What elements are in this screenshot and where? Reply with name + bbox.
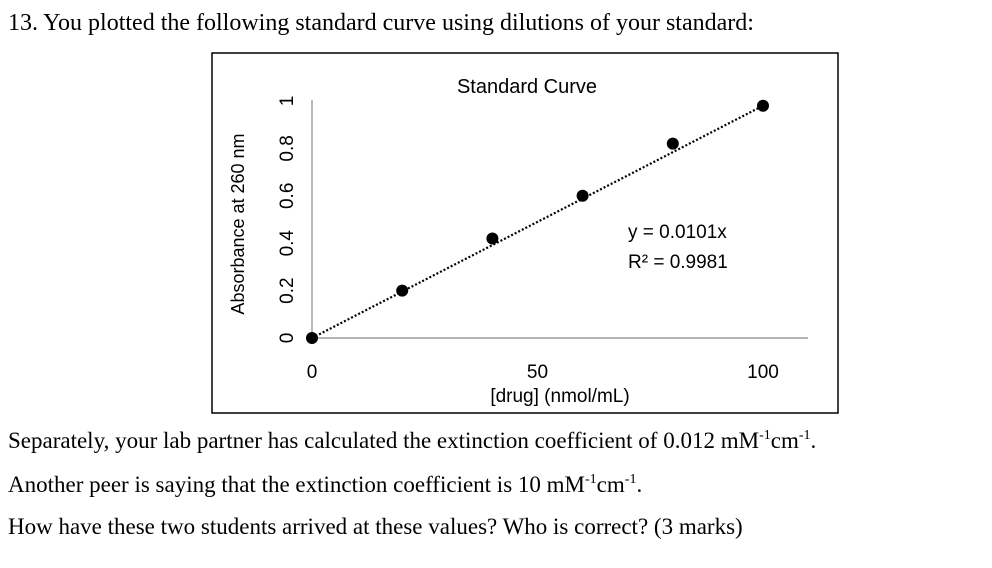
x-tick-labels: 0 50 100 [307,362,779,383]
data-point [757,99,769,112]
data-point [486,232,499,245]
data-point [666,137,679,150]
y-tick-label: 0.2 [277,277,298,303]
question-heading: 13. You plotted the following standard c… [8,10,754,36]
data-point [576,189,589,202]
data-points [306,99,769,344]
data-point [306,332,318,344]
y-tick-labels: 0 0.2 0.4 0.6 0.8 1 [277,96,298,344]
y-tick-label: 1 [277,96,298,107]
y-tick-label: 0.4 [277,230,298,257]
text-line-3: How have these two students arrived at t… [8,514,743,539]
text-line-2: Another peer is saying that the extincti… [8,472,643,497]
y-axis-label: Absorbance at 260 nm [228,133,248,314]
text-line-1: Separately, your lab partner has calcula… [8,428,817,453]
x-axis-label: [drug] (nmol/mL) [490,386,629,407]
y-tick-label: 0.8 [277,135,298,161]
x-tick-label: 100 [747,362,779,383]
y-tick-label: 0 [277,333,298,344]
x-tick-label: 50 [527,362,548,383]
chart-title: Standard Curve [457,76,597,98]
chart-frame [211,52,839,414]
r-squared-label: R² = 0.9981 [628,252,728,273]
y-tick-label: 0.6 [277,183,298,209]
x-tick-label: 0 [307,362,318,383]
data-point [396,284,409,297]
trendline [311,104,764,339]
equation-label: y = 0.0101x [628,222,727,243]
